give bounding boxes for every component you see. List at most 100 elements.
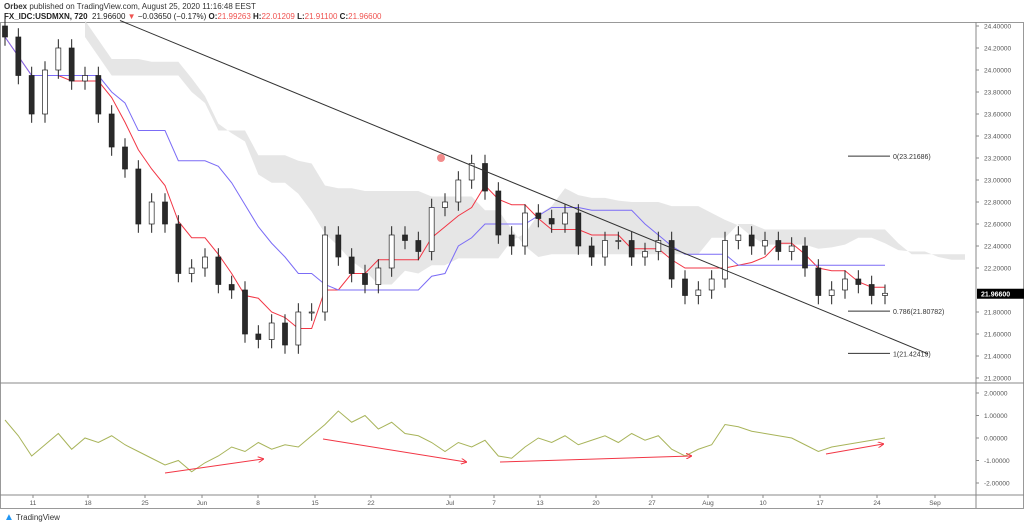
- candle-body: [415, 240, 422, 252]
- candle: [802, 237, 808, 277]
- divergence-arrow: [825, 444, 883, 455]
- candle-body: [148, 201, 155, 225]
- candle: [695, 281, 702, 305]
- time-tick-label: 13: [536, 500, 544, 507]
- candle-body: [615, 240, 622, 242]
- symbol-legend: FX_IDC:USDMXN, 720 21.96600 ▼ −0.03650 (…: [4, 12, 382, 21]
- candle-body: [242, 289, 248, 335]
- tradingview-logo: ▲ TradingView: [4, 512, 60, 523]
- candle-body: [282, 322, 288, 346]
- candle: [375, 259, 382, 294]
- price-tick-label: 23.20000: [984, 156, 1011, 163]
- candle-body: [695, 289, 702, 296]
- candle: [615, 231, 622, 250]
- fib-level-label: 0(23.21686): [893, 154, 931, 161]
- high-value: 22.01209: [261, 12, 295, 21]
- candle-body: [495, 190, 502, 236]
- price-tick-label: 23.60000: [984, 112, 1011, 119]
- price-tick-label: 23.00000: [984, 178, 1011, 185]
- time-tick-label: 8: [256, 500, 260, 507]
- candle-body: [642, 251, 648, 258]
- symbol[interactable]: FX_IDC:USDMXN, 720: [4, 12, 88, 21]
- candle: [2, 17, 8, 46]
- candle: [95, 66, 102, 123]
- candle: [108, 105, 115, 156]
- price-tick-label: 23.80000: [984, 90, 1011, 97]
- candle-body: [348, 256, 355, 274]
- candle-body: [548, 218, 555, 225]
- time-tick-label: Aug: [702, 500, 714, 507]
- candle-body: [882, 292, 888, 296]
- candle: [628, 231, 635, 266]
- candle: [588, 237, 595, 266]
- osc-tick-label: 2.00000: [984, 391, 1008, 398]
- candle-body: [682, 278, 688, 296]
- candle: [495, 182, 502, 244]
- price-tick-label: 22.40000: [984, 244, 1011, 251]
- candle: [135, 160, 142, 233]
- price-tick-label: 22.80000: [984, 200, 1011, 207]
- candle: [722, 231, 728, 288]
- candle-body: [468, 163, 475, 181]
- candle: [68, 39, 75, 90]
- fib-level-label: 1(21.42419): [893, 351, 931, 358]
- candle-body: [175, 223, 182, 274]
- candle: [548, 209, 555, 233]
- candle: [442, 193, 448, 217]
- candle-body: [55, 47, 62, 71]
- candle: [815, 259, 822, 305]
- candle-body: [802, 245, 808, 269]
- candle-body: [95, 75, 102, 115]
- time-tick-label: 18: [84, 500, 92, 507]
- candle-body: [308, 311, 315, 314]
- candle-body: [828, 289, 835, 296]
- candle-body: [322, 234, 328, 313]
- osc-tick-label: -2.00000: [984, 481, 1010, 488]
- trendline: [119, 20, 929, 355]
- candle: [162, 193, 168, 233]
- candle: [602, 231, 608, 266]
- candle-body: [428, 207, 435, 252]
- candle-body: [842, 278, 848, 291]
- candle-body: [868, 284, 875, 296]
- candle-body: [748, 234, 755, 247]
- candle-body: [788, 245, 795, 252]
- price-tick-label: 21.60000: [984, 332, 1011, 339]
- time-tick-label: 15: [311, 500, 319, 507]
- time-tick-label: 11: [30, 500, 37, 507]
- candle: [415, 231, 422, 261]
- candle-body: [482, 163, 488, 192]
- candle: [842, 270, 848, 299]
- candle: [255, 325, 262, 349]
- candle-body: [162, 201, 168, 225]
- candle-body: [535, 212, 542, 219]
- publisher: Orbex: [4, 2, 28, 11]
- candle-body: [602, 240, 608, 258]
- open-value: 21.99263: [217, 12, 251, 21]
- candle: [762, 231, 768, 255]
- candle: [148, 193, 155, 233]
- down-arrow-icon: ▼: [127, 12, 136, 21]
- divergence-arrow: [164, 459, 263, 474]
- candle: [868, 275, 875, 305]
- candle: [28, 66, 35, 123]
- time-tick-label: 10: [759, 500, 767, 507]
- candle: [362, 264, 368, 294]
- candle-body: [375, 267, 382, 285]
- high-label: H:: [253, 12, 262, 21]
- brand-text: TradingView: [15, 513, 60, 522]
- candle: [882, 284, 888, 305]
- candle: [468, 154, 475, 189]
- candle-body: [362, 273, 368, 285]
- candle-body: [42, 69, 48, 115]
- candle-body: [508, 234, 515, 247]
- candle-body: [15, 36, 22, 76]
- candle: [482, 154, 488, 200]
- candle: [322, 226, 328, 321]
- last-price: 21.96600: [92, 12, 126, 21]
- time-tick-label: 17: [816, 500, 824, 507]
- low-value: 21.91100: [304, 12, 338, 21]
- candle-body: [855, 278, 862, 285]
